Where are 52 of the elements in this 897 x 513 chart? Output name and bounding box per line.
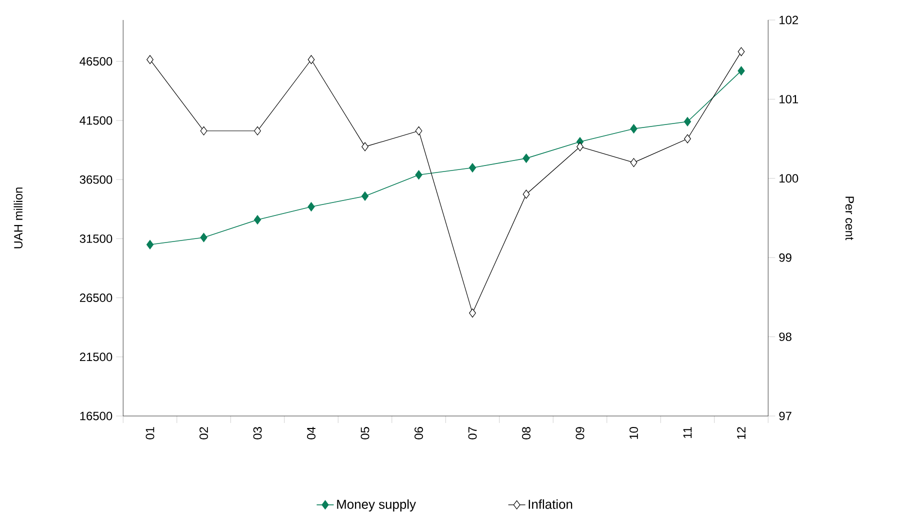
x-tick-label: 01 (146, 427, 154, 440)
y2-axis-title: Per cent (845, 196, 854, 240)
y2-tick-label: 97 (779, 412, 792, 420)
point (684, 117, 692, 126)
x-tick-label: 04 (307, 426, 316, 440)
x-tick-label: 02 (200, 427, 208, 440)
y2-tick-label: 99 (779, 253, 792, 262)
point (200, 126, 208, 136)
point (254, 126, 261, 136)
y-tick-label: 21500 (80, 352, 112, 362)
y-tick-label: 31500 (80, 234, 112, 243)
point (361, 192, 369, 201)
y2-tick-label: 98 (779, 332, 792, 342)
point (200, 232, 208, 242)
y-tick-label: 26500 (80, 294, 112, 302)
x-tick-label: 09 (576, 427, 584, 440)
y-tick-label: 41500 (80, 116, 112, 125)
y2-tick-label: 101 (780, 94, 798, 104)
x-tick-label: 10 (630, 426, 638, 439)
point (469, 308, 476, 318)
point (630, 124, 638, 134)
x-tick-label: 05 (360, 427, 370, 440)
point (630, 158, 638, 168)
point (146, 55, 154, 64)
x-tick-label: 08 (522, 427, 530, 440)
y-axis-title: UAH million (14, 188, 23, 248)
x-tick-label: 11 (683, 427, 692, 438)
point (415, 126, 422, 136)
point (522, 154, 530, 163)
point (308, 55, 315, 64)
point (684, 134, 691, 144)
point (308, 202, 315, 212)
x-tick-label: 07 (468, 427, 477, 440)
point (576, 142, 584, 152)
y-tick-label: 46500 (80, 57, 112, 66)
legend-label: Inflation (528, 499, 572, 509)
point (522, 190, 530, 199)
point (146, 240, 154, 250)
point (738, 47, 745, 56)
y-tick-label: 16500 (80, 412, 112, 420)
y2-tick-label: 100 (780, 174, 798, 183)
y2-tick-label: 102 (780, 16, 798, 24)
x-tick-label: 12 (737, 427, 746, 439)
x-tick-label: 06 (414, 427, 423, 440)
x-tick-label: 03 (253, 427, 262, 440)
point (738, 66, 745, 76)
point (362, 142, 368, 152)
point (468, 163, 476, 172)
y-tick-label: 36500 (80, 175, 112, 184)
legend-label: Money supply (337, 499, 416, 512)
point (254, 215, 262, 224)
point (415, 170, 422, 180)
